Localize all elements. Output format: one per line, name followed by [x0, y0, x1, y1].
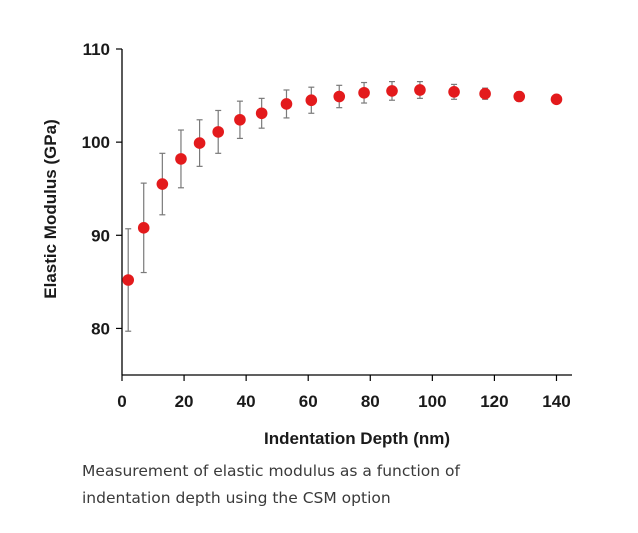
- y-axis-ticks: 80 90 100 110: [82, 40, 122, 338]
- data-point: [513, 90, 526, 103]
- y-axis-title: Elastic Modulus (GPa): [41, 119, 60, 298]
- x-tick-label: 140: [542, 392, 570, 411]
- data-point: [550, 93, 563, 106]
- x-axis-ticks: 0 20 40 60 80 100 120 140: [117, 375, 571, 411]
- data-point: [305, 94, 318, 107]
- data-point: [414, 84, 426, 96]
- y-tick-label: 90: [91, 226, 110, 245]
- data-point: [122, 274, 135, 286]
- caption-line-2: indentation depth using the CSM option: [82, 489, 391, 507]
- x-tick-label: 0: [117, 392, 126, 411]
- x-tick-label: 80: [361, 392, 380, 411]
- data-point: [448, 86, 460, 98]
- chart-axes: [121, 49, 572, 376]
- y-tick-label: 110: [83, 40, 110, 59]
- x-tick-label: 60: [299, 392, 318, 411]
- data-point: [280, 98, 293, 110]
- data-point: [358, 86, 370, 99]
- figure-caption: Measurement of elastic modulus as a func…: [82, 458, 602, 512]
- y-tick-label: 100: [82, 133, 110, 152]
- data-point: [333, 90, 346, 103]
- data-point: [175, 153, 187, 165]
- x-axis-title: Indentation Depth (nm): [264, 429, 450, 448]
- data-point: [479, 87, 491, 100]
- x-tick-label: 120: [480, 392, 508, 411]
- data-point: [234, 113, 246, 126]
- data-points: [122, 84, 563, 286]
- data-point: [212, 126, 225, 138]
- x-tick-label: 40: [237, 392, 256, 411]
- chart: 0 20 40 60 80 100 120 140 80 90 100 110 Indentatio…: [41, 40, 572, 448]
- data-point: [156, 178, 169, 190]
- data-point: [255, 107, 268, 120]
- data-point: [137, 222, 150, 234]
- data-point: [386, 85, 398, 97]
- caption-line-1: Measurement of elastic modulus as a func…: [82, 462, 460, 480]
- data-point: [193, 137, 206, 149]
- x-tick-label: 100: [418, 392, 446, 411]
- x-tick-label: 20: [175, 392, 194, 411]
- error-bars: [125, 80, 560, 332]
- y-tick-label: 80: [91, 319, 110, 338]
